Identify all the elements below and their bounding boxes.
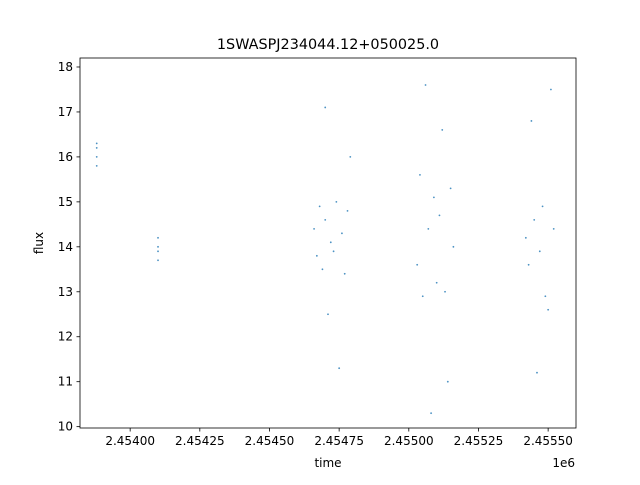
data-point bbox=[427, 227, 430, 230]
data-point bbox=[538, 250, 541, 253]
data-point bbox=[435, 281, 438, 284]
y-tick-label: 17 bbox=[58, 105, 73, 119]
data-point bbox=[95, 142, 98, 145]
x-axis-label: time bbox=[314, 456, 341, 470]
x-tick-label: 2.45400 bbox=[105, 434, 155, 448]
data-point bbox=[335, 200, 338, 203]
data-point bbox=[338, 367, 341, 370]
data-point bbox=[341, 232, 343, 235]
data-point bbox=[544, 295, 547, 298]
data-point bbox=[95, 147, 98, 149]
y-axis-label: flux bbox=[32, 232, 46, 254]
x-tick-label: 2.45500 bbox=[384, 434, 434, 448]
x-tick-label: 2.45475 bbox=[314, 434, 364, 448]
data-point bbox=[324, 106, 327, 109]
data-point bbox=[332, 250, 335, 253]
chart-title: 1SWASPJ234044.12+050025.0 bbox=[217, 37, 439, 53]
plot-frame bbox=[79, 57, 577, 429]
data-point bbox=[95, 164, 98, 167]
data-point bbox=[315, 254, 318, 257]
data-point bbox=[318, 205, 321, 208]
data-point bbox=[346, 209, 349, 212]
data-point bbox=[441, 129, 444, 131]
data-point bbox=[157, 236, 159, 239]
data-point bbox=[533, 218, 536, 221]
data-point bbox=[550, 88, 552, 91]
data-point bbox=[324, 218, 327, 221]
y-tick-label: 11 bbox=[58, 375, 73, 389]
data-point bbox=[416, 263, 419, 266]
data-point bbox=[419, 173, 421, 176]
y-tick-label: 13 bbox=[58, 285, 73, 299]
x-tick-label: 2.45425 bbox=[175, 434, 225, 448]
data-point bbox=[424, 84, 427, 86]
y-tick-label: 12 bbox=[58, 330, 73, 344]
y-tick-label: 10 bbox=[58, 420, 73, 434]
data-point bbox=[321, 268, 324, 271]
data-point bbox=[547, 308, 550, 311]
data-point bbox=[541, 205, 544, 208]
data-point bbox=[349, 156, 352, 158]
data-point bbox=[438, 214, 441, 217]
y-tick-label: 18 bbox=[58, 60, 73, 74]
data-point bbox=[444, 290, 446, 293]
data-point bbox=[452, 245, 455, 248]
y-tick-label: 16 bbox=[58, 150, 73, 164]
data-point bbox=[157, 250, 159, 253]
data-point bbox=[530, 120, 533, 122]
data-point bbox=[536, 371, 538, 374]
scatter-points bbox=[95, 84, 555, 415]
data-point bbox=[157, 259, 159, 262]
data-point bbox=[95, 156, 98, 158]
x-axis-offset-label: 1e6 bbox=[552, 456, 575, 470]
y-axis: 10 11 12 13 14 15 16 17 18 bbox=[58, 60, 80, 434]
data-point bbox=[157, 245, 159, 248]
data-point bbox=[421, 295, 424, 298]
data-point bbox=[313, 227, 315, 230]
x-axis: 2.45400 2.45425 2.45450 2.45475 2.45500 2.455… bbox=[105, 428, 573, 448]
data-point bbox=[449, 187, 452, 190]
data-point bbox=[432, 196, 435, 199]
y-tick-label: 14 bbox=[58, 240, 73, 254]
x-tick-label: 2.45525 bbox=[454, 434, 504, 448]
data-point bbox=[343, 272, 346, 275]
x-tick-label: 2.45450 bbox=[245, 434, 295, 448]
data-point bbox=[446, 380, 449, 383]
data-point bbox=[527, 263, 530, 266]
data-point bbox=[552, 227, 555, 230]
data-point bbox=[430, 412, 433, 415]
y-tick-label: 15 bbox=[58, 195, 73, 209]
data-point bbox=[524, 236, 527, 239]
x-tick-label: 2.45550 bbox=[523, 434, 573, 448]
data-point bbox=[327, 313, 329, 316]
data-point bbox=[329, 241, 332, 244]
